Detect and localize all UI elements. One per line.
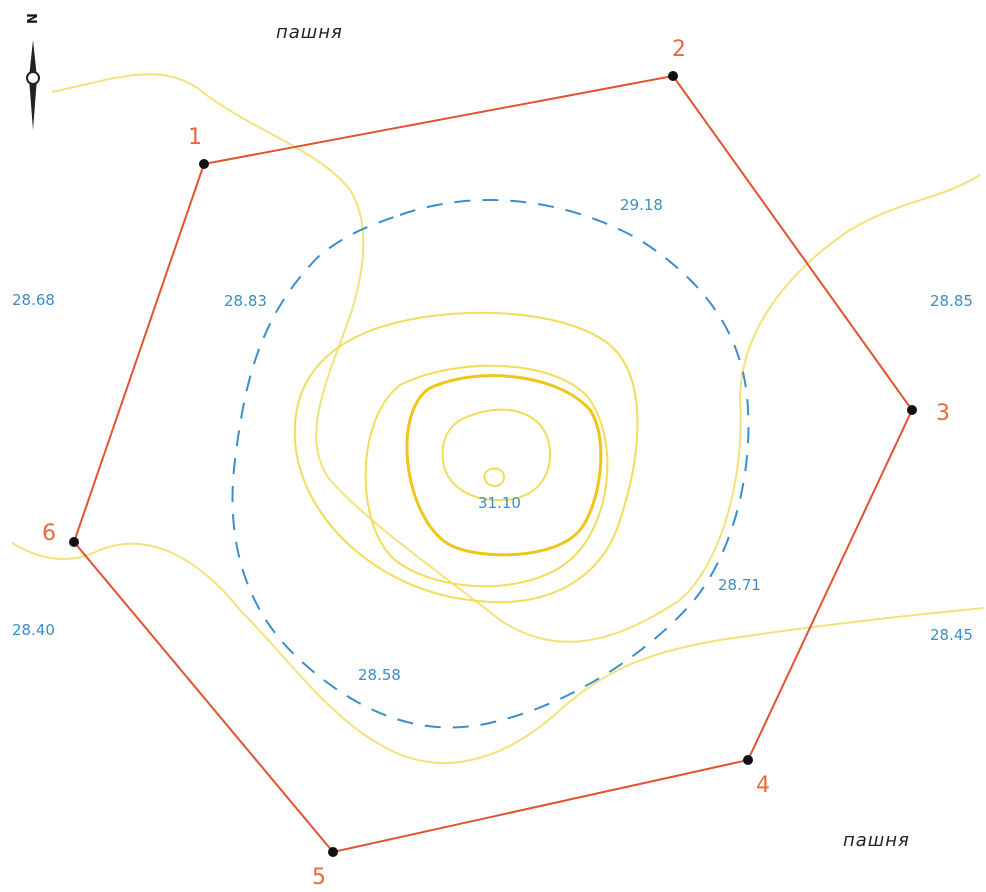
vertex-label-2: 2 (672, 37, 686, 62)
north-arrow: N (26, 13, 41, 130)
vertex-label-5: 5 (312, 865, 326, 890)
elevation-label: 28.58 (358, 666, 401, 684)
north-pivot-icon (27, 72, 39, 84)
land-use-label-bottom: пашня (843, 830, 910, 851)
contour-summit (484, 469, 504, 486)
vertex-label-6: 6 (42, 521, 56, 546)
vertex-label-1: 1 (188, 125, 202, 150)
boundary-vertex (69, 537, 79, 547)
boundary-vertex (743, 755, 753, 765)
boundary-vertex (328, 847, 338, 857)
boundary-vertex (907, 405, 917, 415)
elevation-label: 29.18 (620, 196, 663, 214)
land-use-label-top: пашня (276, 22, 343, 43)
contour-ring-1 (295, 313, 638, 602)
contour-upper-left (52, 74, 980, 642)
elevation-label: 28.71 (718, 576, 761, 594)
elevation-label: 31.10 (478, 494, 521, 512)
contour-lower (12, 543, 984, 763)
elevation-label: 28.85 (930, 292, 973, 310)
vertex-label-4: 4 (756, 773, 770, 798)
boundary-vertex (199, 159, 209, 169)
north-letter: N (26, 13, 41, 24)
dashed-contour (233, 200, 749, 727)
elevation-label: 28.40 (12, 621, 55, 639)
vertex-label-3: 3 (936, 401, 950, 426)
boundary-vertex (668, 71, 678, 81)
elevation-label: 28.68 (12, 291, 55, 309)
contour-ring-index (407, 376, 601, 555)
elevation-label: 28.83 (224, 292, 267, 310)
elevation-label: 28.45 (930, 626, 973, 644)
site-boundary (74, 76, 912, 852)
